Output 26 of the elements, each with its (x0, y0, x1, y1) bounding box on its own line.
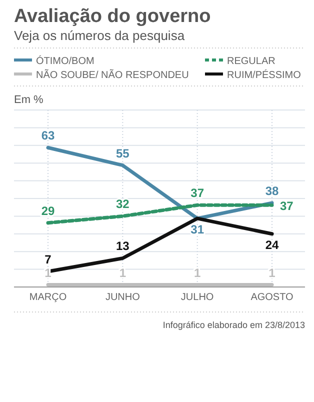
x-tick-label: AGOSTO (250, 292, 294, 303)
data-label: 1 (119, 266, 126, 280)
data-label: 29 (41, 204, 55, 218)
data-label: 32 (116, 197, 130, 212)
legend-label: NÃO SOUBE/ NÃO RESPONDEU (36, 69, 189, 81)
chart-subtitle: Veja os números da pesquisa (14, 28, 186, 43)
data-label: 31 (190, 222, 204, 236)
data-label: 37 (190, 186, 204, 200)
data-label: 55 (116, 146, 130, 160)
legend-label: ÓTIMO/BOM (36, 55, 94, 67)
text: Infográfico elaborado em 23/8/2013 (162, 320, 305, 330)
y-axis-title: Em % (14, 94, 44, 106)
data-label: 37 (280, 199, 294, 214)
data-label: 1 (194, 266, 201, 280)
x-tick-label: MARÇO (29, 292, 67, 303)
chart-title: Avaliação do governo (14, 6, 211, 27)
data-label: 7 (44, 252, 52, 267)
data-label: 1 (268, 266, 276, 280)
data-label: 38 (265, 184, 279, 198)
data-label: 63 (41, 128, 55, 143)
x-tick-label: JULHO (180, 292, 214, 303)
legend-label: REGULAR (227, 56, 276, 67)
data-label: 13 (116, 239, 130, 254)
legend-label: RUIM/PÉSSIMO (227, 69, 302, 81)
x-tick-label: JUNHO (105, 292, 140, 303)
data-label: 24 (265, 238, 279, 252)
